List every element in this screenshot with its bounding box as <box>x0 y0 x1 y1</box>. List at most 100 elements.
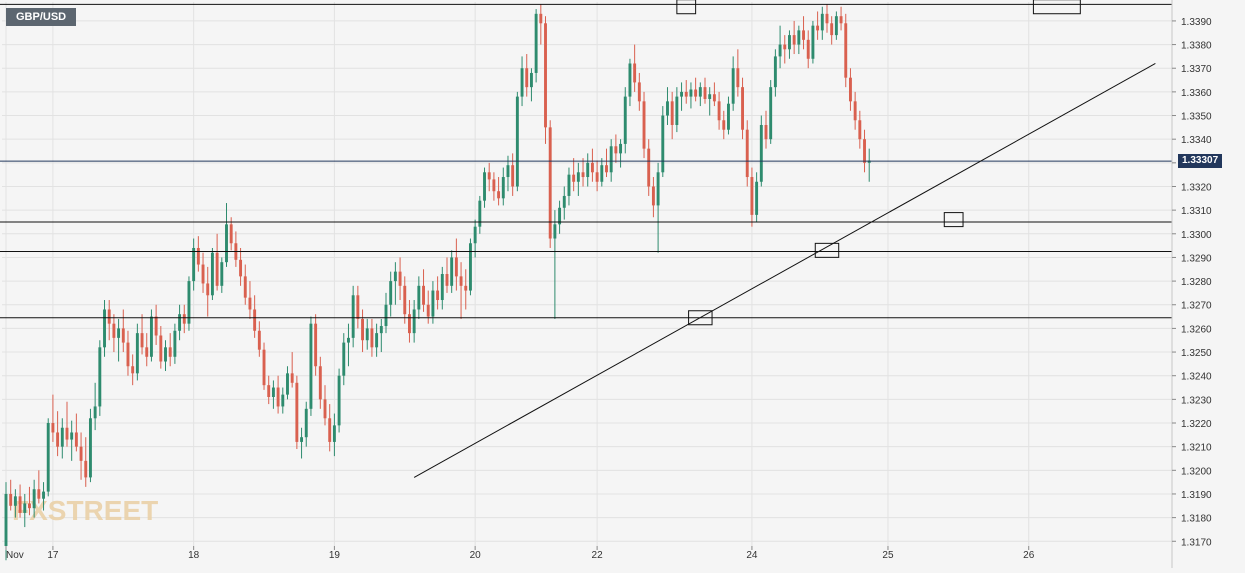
candle-body <box>70 432 74 440</box>
candle-body <box>759 124 763 182</box>
candle-body <box>18 496 22 513</box>
trendline <box>413 63 1156 478</box>
y-tick-label: 1.3280 <box>1181 277 1212 288</box>
candle-body <box>623 96 627 144</box>
candle-body <box>42 491 45 499</box>
candle-body <box>149 316 153 357</box>
candle-body <box>103 309 106 348</box>
y-tick-label: 1.3290 <box>1181 253 1212 264</box>
candle-body <box>300 437 304 442</box>
candle-body <box>614 146 618 154</box>
candle-body <box>215 252 219 286</box>
candle-body <box>84 460 88 478</box>
candle-body <box>304 408 308 438</box>
fxstreet-logo: FXSTREET <box>12 495 158 526</box>
y-tick-label: 1.3360 <box>1181 88 1212 99</box>
candle-body <box>605 165 608 173</box>
candle-body <box>393 271 397 282</box>
candle-body <box>37 489 41 499</box>
highlight-boxes <box>676 0 1081 326</box>
candle-body <box>398 271 402 286</box>
candle-body <box>529 72 533 88</box>
candle-body <box>417 285 421 310</box>
candle-body <box>459 276 463 286</box>
candle-body <box>520 68 524 97</box>
candle-body <box>243 276 247 298</box>
candle-body <box>178 314 182 331</box>
candle-body <box>478 200 482 227</box>
candle-body <box>164 347 167 362</box>
candle-body <box>168 347 172 357</box>
candle-body <box>337 375 341 426</box>
candle-body <box>731 68 735 104</box>
y-tick-label: 1.3270 <box>1181 301 1212 312</box>
candle-body <box>712 94 716 102</box>
candle-body <box>112 323 116 338</box>
candle-body <box>858 120 862 140</box>
candle-body <box>267 385 271 397</box>
candle-body <box>253 309 257 331</box>
candle-body <box>74 432 78 447</box>
candle-body <box>722 120 726 130</box>
candle-body <box>637 82 641 102</box>
candle-body <box>562 195 566 208</box>
candle-body <box>464 285 468 291</box>
y-tick-label: 1.3390 <box>1181 17 1212 28</box>
candle-body <box>56 432 60 447</box>
candle-body <box>848 77 852 102</box>
candle-body <box>28 503 31 509</box>
y-tick-label: 1.3230 <box>1181 395 1212 406</box>
y-tick-label: 1.3190 <box>1181 490 1212 501</box>
x-tick-label: Nov <box>6 550 24 561</box>
candle-body <box>389 281 393 305</box>
y-tick-label: 1.3350 <box>1181 112 1212 123</box>
y-tick-label: 1.3180 <box>1181 514 1212 525</box>
candle-body <box>689 89 693 97</box>
candle-body <box>408 314 411 334</box>
candle-body <box>797 30 801 45</box>
candle-body <box>792 35 796 45</box>
candle-body <box>609 146 613 173</box>
candle-body <box>633 63 637 83</box>
y-tick-label: 1.3340 <box>1181 135 1212 146</box>
candle-body <box>675 96 679 125</box>
candle-body <box>159 335 163 362</box>
highlight-box <box>676 0 697 15</box>
candle-body <box>431 290 435 317</box>
candle-body <box>647 148 651 187</box>
candle-body <box>755 181 759 215</box>
y-tick-label: 1.3300 <box>1181 230 1212 241</box>
candle-body <box>839 16 843 24</box>
candle-body <box>229 224 233 244</box>
candle-body <box>553 224 557 239</box>
candle-body <box>492 179 496 192</box>
watermark-text: FXSTREET <box>12 495 158 526</box>
x-tick-label: 18 <box>188 550 200 561</box>
candle-body <box>154 316 158 336</box>
candle-body <box>863 139 866 163</box>
candle-body <box>9 493 13 506</box>
y-tick-label: 1.3220 <box>1181 419 1212 430</box>
y-tick-label: 1.3320 <box>1181 182 1212 193</box>
y-tick-label: 1.3210 <box>1181 443 1212 454</box>
candle-body <box>13 496 17 506</box>
candle-body <box>318 366 322 400</box>
candle-body <box>511 165 515 187</box>
candle-body <box>145 347 149 357</box>
candle-body <box>773 56 777 88</box>
candle-body <box>661 115 665 173</box>
candle-body <box>764 124 768 140</box>
candle-body <box>825 13 829 24</box>
candle-body <box>365 328 369 341</box>
candle-body <box>558 207 562 225</box>
x-tick-label: 20 <box>470 550 482 561</box>
candle-body <box>600 165 604 182</box>
candle-body <box>586 162 590 178</box>
candle-body <box>595 172 599 182</box>
candle-body <box>820 13 824 31</box>
candle-body <box>314 323 318 367</box>
candle-body <box>295 382 299 442</box>
candle-body <box>93 406 97 419</box>
candle-body <box>422 285 425 305</box>
